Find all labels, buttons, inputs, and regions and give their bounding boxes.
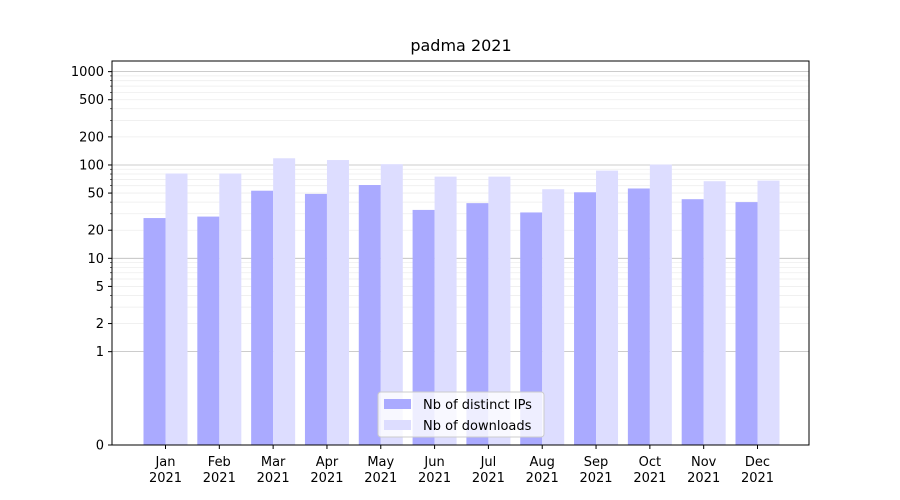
bar-distinct-ips [412, 209, 435, 445]
x-tick-label-line: 2021 [203, 471, 236, 486]
bar-downloads [219, 173, 242, 446]
x-tick-label-line: Sep [584, 455, 609, 470]
bar-distinct-ips [304, 193, 327, 445]
x-tick-label: Oct 2021 [633, 455, 666, 486]
bar-distinct-ips [197, 216, 220, 445]
legend: Nb of distinct IPs Nb of downloads [377, 391, 545, 438]
bars [143, 158, 780, 446]
x-tick-label: Aug 2021 [526, 455, 559, 486]
legend-swatch [384, 420, 411, 430]
x-tick-label: Sep 2021 [579, 455, 612, 486]
bar-downloads [649, 164, 672, 445]
bar-downloads [542, 189, 565, 445]
x-tick-label: Apr 2021 [310, 455, 343, 486]
x-tick-label: Jan 2021 [149, 455, 182, 486]
bar-downloads [703, 181, 726, 446]
x-tick-label-line: Oct [639, 455, 661, 470]
bar-distinct-ips [358, 185, 381, 445]
y-tick-label: 0 [96, 439, 104, 454]
legend-box [377, 391, 545, 438]
bar-downloads [596, 170, 619, 445]
bar-downloads [434, 176, 457, 445]
x-tick-label-line: Jun [423, 455, 444, 470]
x-tick-label-line: Aug [530, 455, 555, 470]
x-tick-label: May 2021 [364, 455, 397, 486]
x-tick-label-line: Mar [261, 455, 286, 470]
y-tick-label: 50 [87, 187, 104, 202]
x-tick-label-line: Jan [154, 455, 175, 470]
x-tick-label: Feb 2021 [203, 455, 236, 486]
bar-distinct-ips [574, 192, 597, 445]
y-tick-label: 20 [87, 224, 104, 239]
x-tick-label-line: 2021 [633, 471, 666, 486]
x-tick-label-line: 2021 [310, 471, 343, 486]
y-tick-label: 100 [79, 158, 104, 173]
x-tick-label: Jun 2021 [418, 455, 451, 486]
y-tick-label: 1 [96, 345, 104, 360]
bar-distinct-ips [466, 203, 489, 445]
y-tick-label: 500 [79, 93, 104, 108]
legend-label: Nb of downloads [423, 419, 532, 434]
bar-distinct-ips [627, 188, 650, 445]
x-tick-label: Nov 2021 [687, 455, 720, 486]
x-tick-label-line: 2021 [579, 471, 612, 486]
bar-distinct-ips [251, 190, 274, 445]
chart-title: padma 2021 [410, 36, 511, 55]
x-tick-label-line: 2021 [741, 471, 774, 486]
y-tick-label: 1000 [71, 65, 104, 80]
bar-downloads [488, 176, 511, 445]
y-axis: 0 1 2 5 10 20 50 100 200 500 1000 [71, 65, 112, 454]
bar-distinct-ips [681, 199, 704, 445]
bar-downloads [380, 164, 403, 445]
bar-downloads [757, 180, 780, 445]
x-tick-label: Jul 2021 [472, 455, 505, 486]
x-tick-label-line: 2021 [472, 471, 505, 486]
x-tick-label-line: 2021 [418, 471, 451, 486]
y-tick-label: 2 [96, 317, 104, 332]
x-tick-label-line: 2021 [364, 471, 397, 486]
x-tick-label-line: Jul [480, 455, 497, 470]
y-tick-label: 200 [79, 130, 104, 145]
y-tick-label: 10 [87, 252, 104, 267]
bar-downloads [326, 160, 349, 446]
bar-downloads [165, 173, 188, 446]
x-tick-label-line: Dec [745, 455, 770, 470]
bar-distinct-ips [143, 218, 166, 445]
x-tick-label-line: 2021 [687, 471, 720, 486]
x-tick-label-line: Nov [691, 455, 717, 470]
x-tick-label-line: Apr [316, 455, 339, 470]
x-tick-label-line: 2021 [526, 471, 559, 486]
legend-swatch [384, 399, 411, 409]
bar-distinct-ips [735, 202, 758, 445]
x-tick-label-line: May [367, 455, 394, 470]
plot-frame [111, 60, 810, 446]
y-tick-label: 5 [96, 280, 104, 295]
x-tick-label: Mar 2021 [257, 455, 290, 486]
x-tick-label-line: 2021 [257, 471, 290, 486]
x-tick-label-line: Feb [208, 455, 231, 470]
x-tick-label-line: 2021 [149, 471, 182, 486]
legend-label: Nb of distinct IPs [423, 398, 532, 413]
x-tick-label: Dec 2021 [741, 455, 774, 486]
bar-downloads [273, 158, 296, 445]
bar-distinct-ips [520, 212, 543, 445]
